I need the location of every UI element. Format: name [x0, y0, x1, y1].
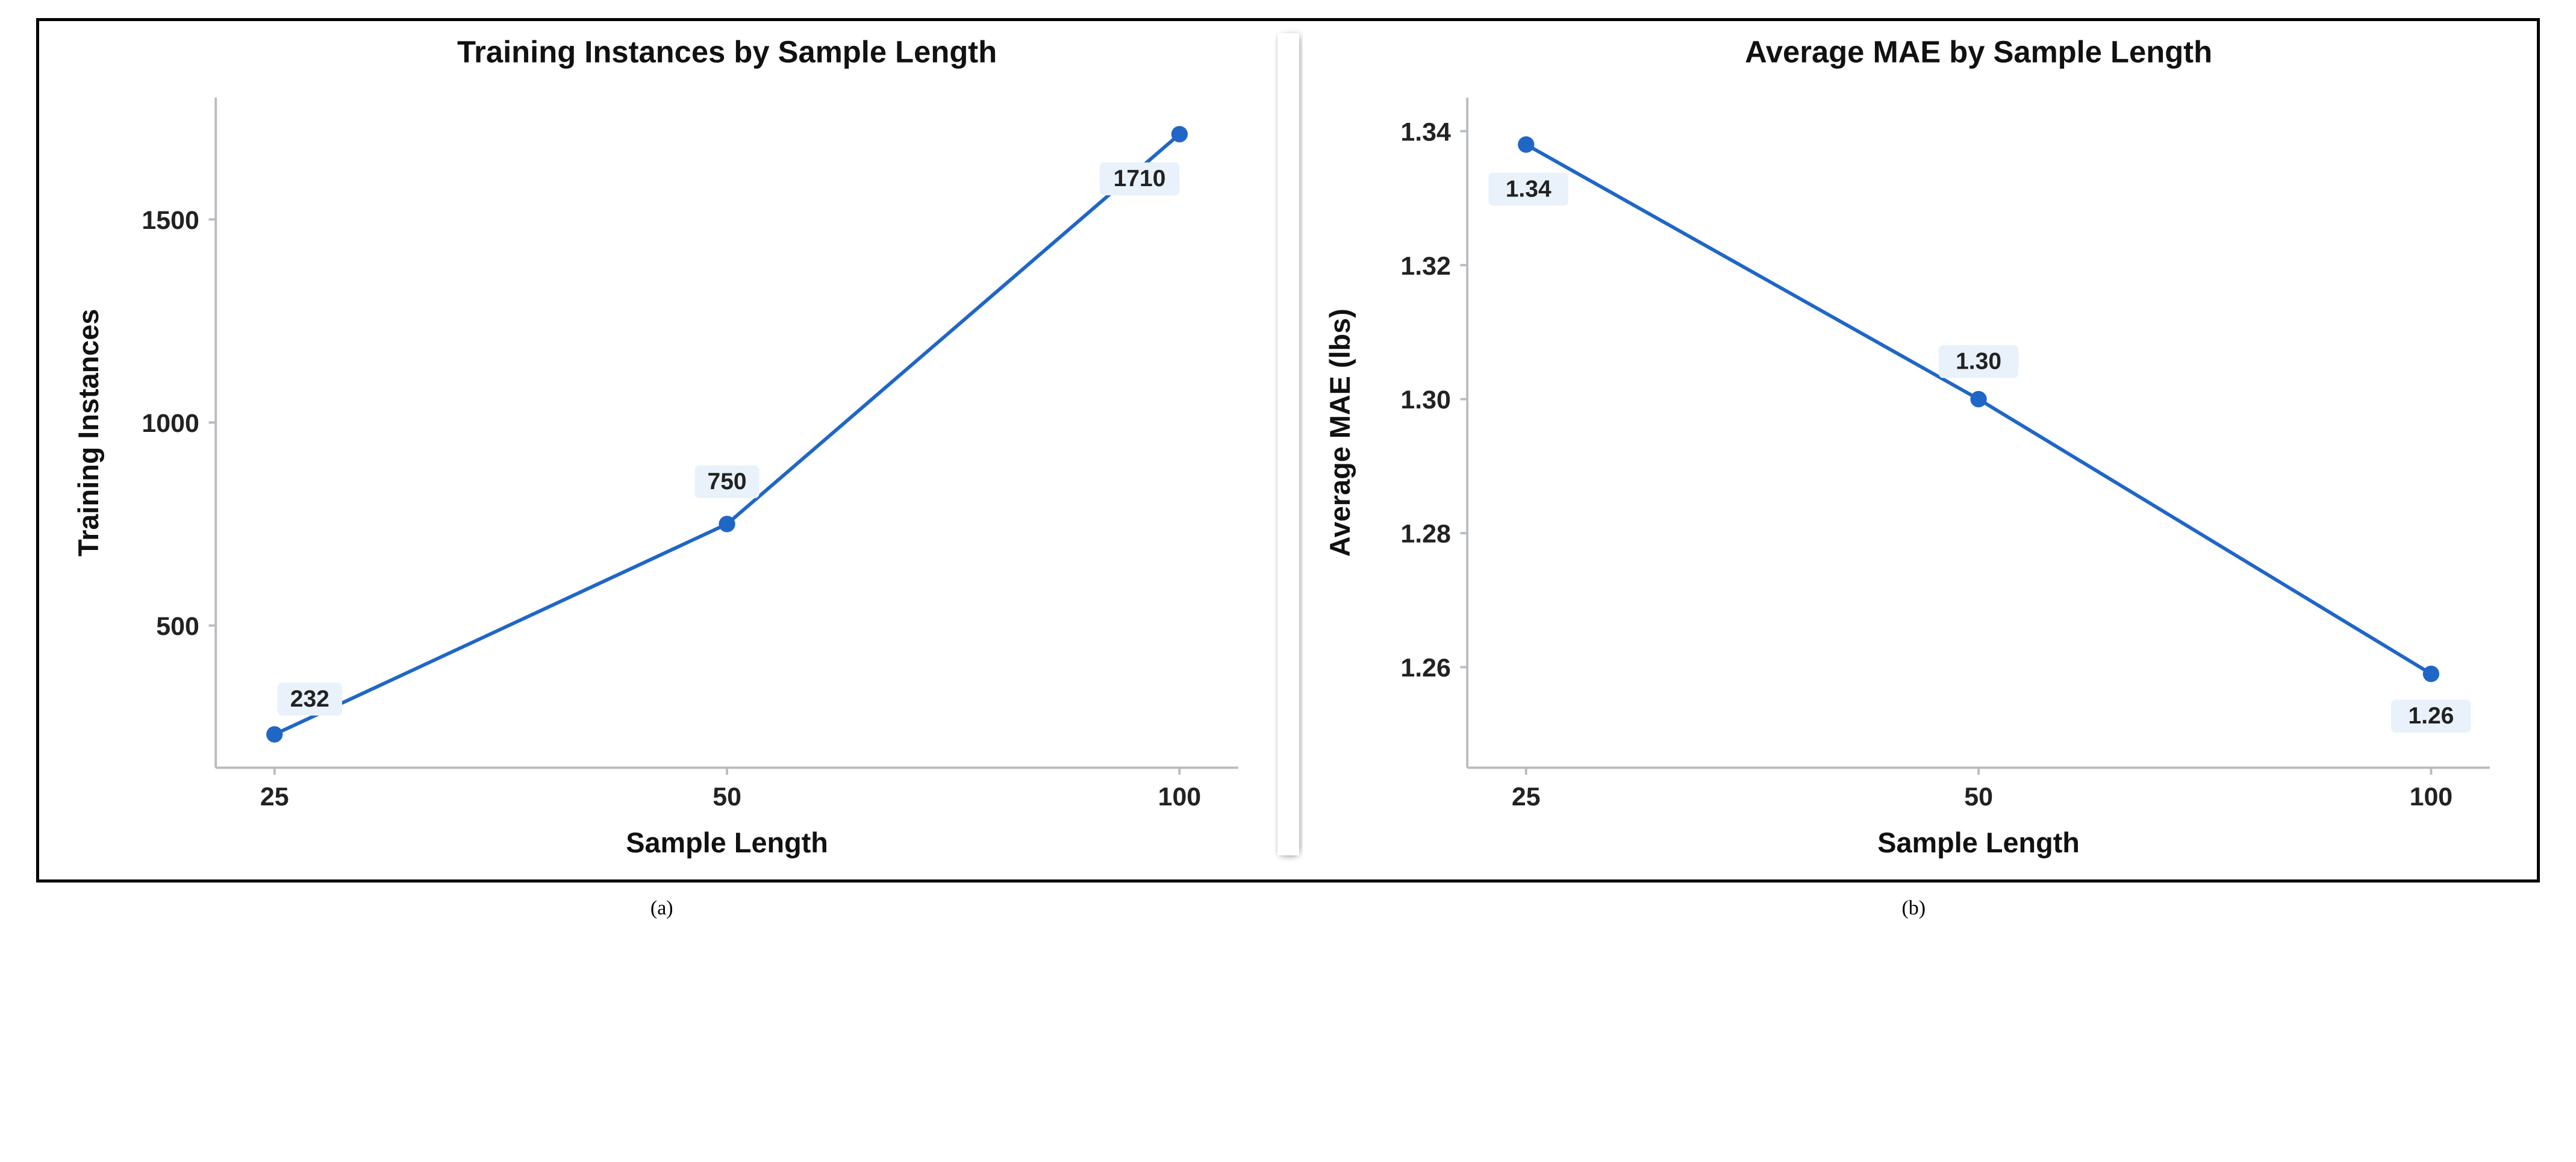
point-label: 1.26 — [2408, 703, 2454, 729]
point-label: 1.34 — [1505, 176, 1551, 202]
chart-title: Training Instances by Sample Length — [457, 35, 997, 69]
data-point — [1518, 136, 1534, 152]
data-point — [1171, 126, 1188, 142]
x-tick-label: 50 — [713, 782, 741, 811]
x-axis-label: Sample Length — [626, 827, 828, 858]
panel-divider — [1277, 33, 1299, 855]
chart-b: Average MAE by Sample Length 1.26 1.28 1.30… — [1303, 27, 2525, 873]
y-tick-label: 500 — [156, 612, 199, 641]
y-tick-label: 1.32 — [1400, 252, 1451, 281]
chart-a-cell: Training Instances by Sample Length 500 10… — [51, 27, 1274, 873]
chart-a: Training Instances by Sample Length 500 10… — [51, 27, 1274, 873]
point-label: 232 — [290, 686, 329, 712]
chart-b-cell: Average MAE by Sample Length 1.26 1.28 1.30… — [1303, 27, 2525, 873]
x-tick-label: 100 — [2409, 782, 2453, 811]
figure-container: Training Instances by Sample Length 500 10… — [0, 0, 2576, 932]
x-axis-label: Sample Length — [1877, 827, 2080, 858]
chart-title: Average MAE by Sample Length — [1745, 35, 2212, 69]
data-point — [266, 726, 282, 742]
x-tick-label: 25 — [260, 782, 289, 811]
data-point — [719, 516, 735, 532]
y-tick-label: 1000 — [142, 409, 199, 438]
data-point — [2422, 666, 2439, 682]
panel-border: Training Instances by Sample Length 500 10… — [36, 18, 2540, 882]
x-tick-label: 25 — [1511, 782, 1540, 811]
y-axis-label: Training Instances — [73, 309, 104, 557]
y-tick-label: 1500 — [142, 206, 199, 235]
y-tick-label: 1.26 — [1400, 654, 1451, 683]
caption-a: (a) — [650, 897, 673, 920]
y-tick-label: 1.30 — [1400, 386, 1451, 414]
caption-b: (b) — [1901, 897, 1926, 920]
y-axis-label: Average MAE (lbs) — [1324, 308, 1356, 557]
captions-row: (a) (b) — [36, 897, 2540, 920]
y-tick-label: 1.28 — [1400, 520, 1451, 549]
point-label: 1710 — [1114, 166, 1166, 192]
y-tick-label: 1.34 — [1400, 117, 1451, 146]
point-label: 1.30 — [1956, 348, 2001, 374]
data-point — [1970, 391, 1986, 407]
point-label: 750 — [708, 469, 747, 495]
x-tick-label: 50 — [1964, 782, 1993, 811]
x-tick-label: 100 — [1158, 782, 1202, 811]
